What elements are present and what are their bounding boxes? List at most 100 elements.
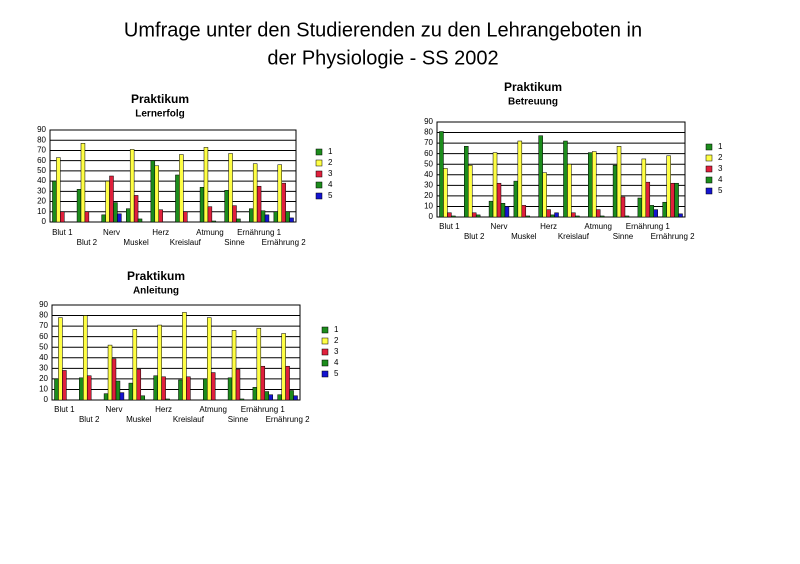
bar (517, 140, 523, 218)
bar (525, 215, 531, 218)
bar (52, 180, 57, 223)
legend-swatch (321, 370, 329, 378)
bar (575, 215, 580, 218)
x-tick-label: Herz (152, 228, 169, 237)
page-title: Umfrage unter den Studierenden zu den Le… (124, 19, 642, 41)
bar (293, 395, 298, 401)
bar (488, 200, 494, 218)
bar (285, 365, 290, 401)
y-tick-label: 0 (42, 217, 47, 226)
x-tick-label: Nerv (106, 405, 123, 414)
bar (239, 398, 245, 401)
chart-title: Praktikum (131, 92, 189, 106)
legend-label: 4 (328, 180, 333, 189)
bar (153, 375, 158, 401)
y-tick-label: 80 (39, 311, 48, 320)
bar (252, 163, 258, 223)
y-tick-label: 90 (37, 125, 46, 134)
bar (186, 376, 191, 401)
legend-label: 1 (328, 147, 333, 156)
x-tick-label: Sinne (613, 232, 634, 241)
legend-swatch (315, 170, 323, 178)
bar (117, 213, 122, 223)
bar (150, 160, 156, 223)
bar (521, 205, 527, 218)
bar (281, 182, 286, 223)
legend-label: 4 (718, 175, 723, 184)
x-tick-label: Sinne (228, 415, 249, 424)
bar (538, 135, 543, 218)
bar (62, 370, 67, 401)
bar (113, 202, 118, 223)
bar (228, 153, 233, 223)
bar (101, 214, 106, 223)
bar (277, 394, 282, 401)
legend-swatch (321, 359, 329, 367)
y-tick-label: 90 (424, 117, 433, 126)
legend-swatch (705, 187, 713, 195)
chart-subtitle: Betreuung (508, 97, 558, 108)
bar (76, 189, 82, 223)
bar (268, 394, 273, 401)
bar (439, 131, 444, 218)
y-tick-label: 0 (44, 395, 49, 404)
bar (129, 149, 135, 223)
bar (256, 185, 262, 223)
x-tick-label: Blut 1 (439, 222, 460, 231)
legend-label: 2 (328, 158, 333, 167)
bar (137, 218, 143, 223)
y-tick-label: 20 (37, 197, 46, 206)
legend-label: 3 (328, 169, 333, 178)
bar (107, 344, 113, 401)
y-tick-label: 20 (424, 191, 433, 200)
bar (203, 147, 209, 223)
y-tick-label: 80 (424, 128, 433, 137)
bar (674, 182, 679, 218)
bar (616, 146, 622, 218)
bar (649, 205, 655, 218)
bar (550, 214, 555, 218)
chart-title: Praktikum (127, 269, 185, 283)
y-tick-label: 40 (424, 170, 433, 179)
bar (136, 369, 142, 401)
x-tick-label: Ernährung 1 (241, 405, 286, 414)
chart-subtitle: Anleitung (133, 286, 179, 297)
bar (235, 369, 241, 401)
bar (451, 215, 456, 218)
bar (203, 378, 208, 401)
bar (641, 158, 647, 218)
legend-swatch (315, 192, 323, 200)
bar (140, 395, 146, 401)
bar (199, 186, 205, 223)
bar (612, 165, 618, 218)
x-tick-label: Blut 1 (54, 405, 75, 414)
bar (111, 358, 117, 401)
bar (443, 168, 448, 218)
bar (179, 154, 184, 223)
page-title: der Physiologie - SS 2002 (267, 47, 498, 69)
bar (666, 155, 671, 218)
y-tick-label: 50 (39, 342, 48, 351)
bar (464, 146, 469, 218)
legend-swatch (705, 165, 713, 173)
legend-label: 3 (334, 347, 339, 356)
bar (249, 208, 254, 223)
x-tick-label: Ernährung 1 (626, 222, 671, 231)
x-tick-label: Blut 2 (77, 238, 98, 247)
x-tick-label: Sinne (224, 238, 245, 247)
x-tick-label: Atmung (584, 222, 612, 231)
bar (637, 197, 643, 218)
y-tick-label: 10 (37, 207, 46, 216)
bar (277, 164, 282, 223)
bar (273, 211, 279, 223)
bar (260, 365, 266, 401)
bar (504, 206, 510, 218)
bar (662, 201, 667, 218)
y-tick-label: 60 (37, 156, 46, 165)
y-tick-label: 40 (37, 176, 46, 185)
bar (591, 151, 597, 218)
legend-swatch (315, 148, 323, 156)
bar (256, 327, 262, 401)
bar (165, 398, 170, 401)
